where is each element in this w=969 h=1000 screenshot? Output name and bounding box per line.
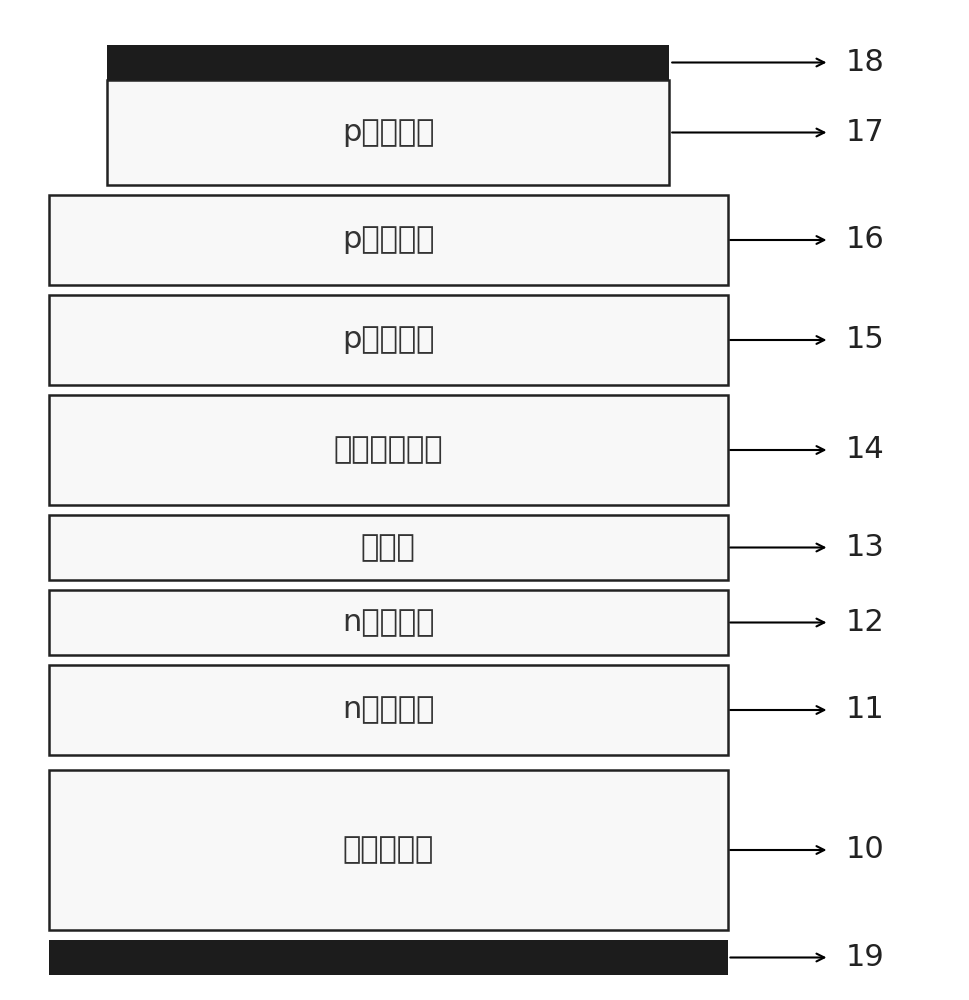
Bar [48, 770, 727, 930]
Bar [48, 195, 727, 285]
Text: 14: 14 [845, 436, 884, 464]
Text: 11: 11 [845, 696, 884, 724]
Text: 16: 16 [845, 226, 884, 254]
Text: 13: 13 [845, 533, 884, 562]
Text: 量子阱有源区: 量子阱有源区 [333, 436, 442, 464]
Text: 插入层: 插入层 [360, 533, 415, 562]
Text: p型限制层: p型限制层 [341, 226, 434, 254]
Bar [48, 395, 727, 505]
Text: 12: 12 [845, 608, 884, 637]
Bar [107, 80, 669, 185]
Text: n型限制层: n型限制层 [341, 696, 434, 724]
Text: 15: 15 [845, 326, 884, 355]
Bar [48, 295, 727, 385]
Bar [48, 940, 727, 975]
Text: 19: 19 [845, 943, 884, 972]
Text: p型波导层: p型波导层 [341, 326, 434, 355]
Text: n型波导层: n型波导层 [341, 608, 434, 637]
Bar [48, 515, 727, 580]
Text: 10: 10 [845, 836, 884, 864]
Text: p型接触层: p型接触层 [341, 118, 434, 147]
Text: 18: 18 [845, 48, 884, 77]
Text: 砰化镉衬底: 砰化镉衬底 [342, 836, 433, 864]
Bar [48, 590, 727, 655]
Text: 17: 17 [845, 118, 884, 147]
Bar [48, 665, 727, 755]
Bar [107, 45, 669, 80]
